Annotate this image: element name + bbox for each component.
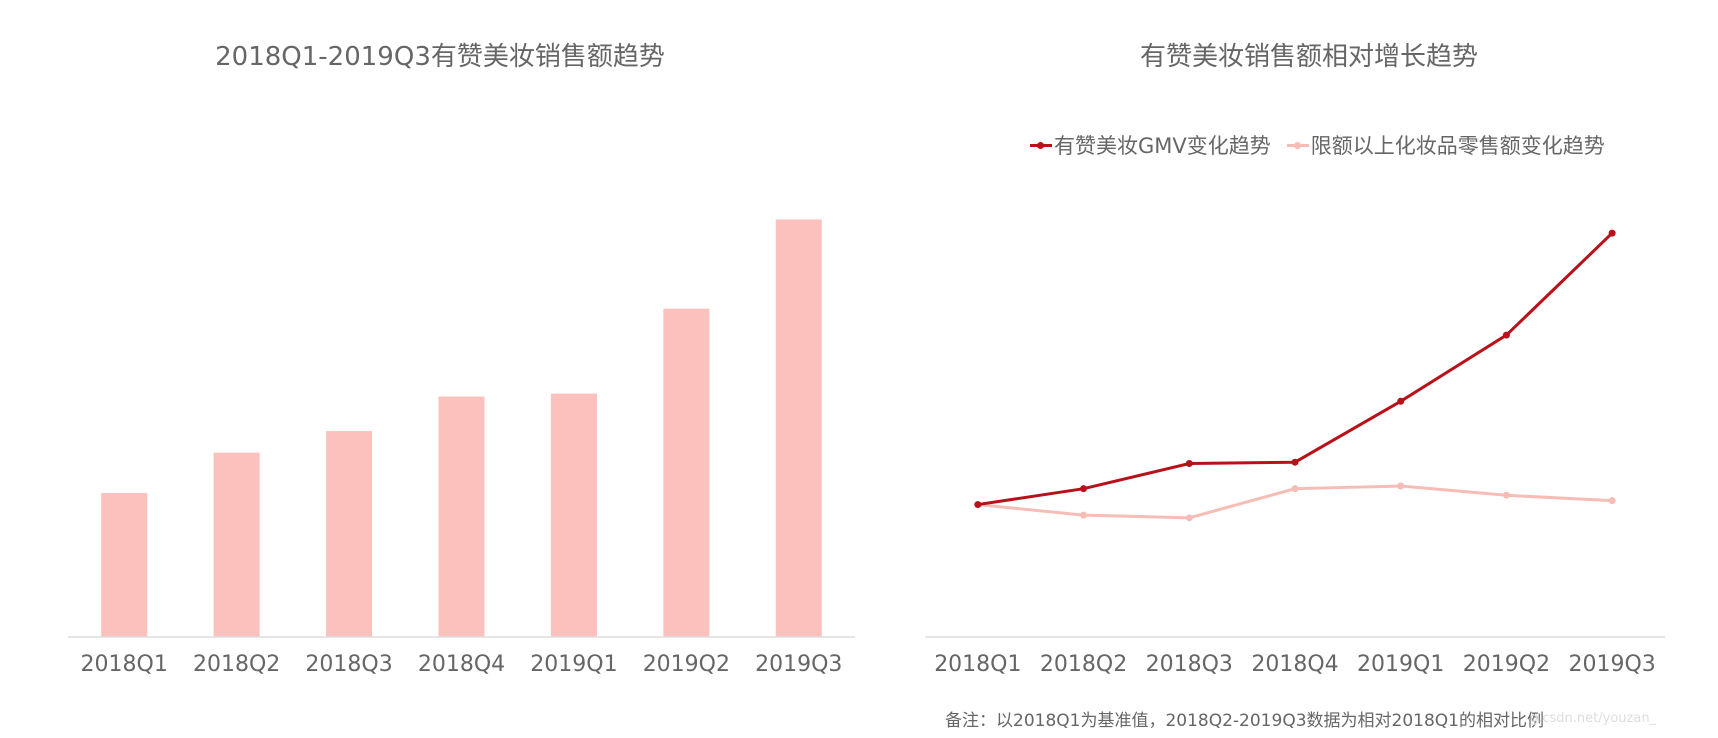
bar-x-tick-label: 2018Q3 [305,652,392,677]
legend-label-retail: 限额以上化妆品零售额变化趋势 [1310,134,1605,158]
bar-chart-title: 2018Q1-2019Q3有赞美妆销售额趋势 [215,42,665,72]
line-x-tick-label: 2019Q2 [1463,652,1550,677]
watermark: g.csdn.net/youzan_ [1530,711,1657,726]
legend-item-gmv: 有赞美妆GMV变化趋势 [1030,130,1271,160]
line-chart-panel: 有赞美妆销售额相对增长趋势 有赞美妆GMV变化趋势 限额以上化妆品零售额变化趋势… [900,0,1718,738]
series-point-gmv [1397,397,1405,405]
bar-x-tick-label: 2019Q1 [530,652,617,677]
series-point-retail [1080,511,1088,519]
chart-note: 备注：以2018Q1为基准值，2018Q2-2019Q3数据为相对2018Q1的… [945,711,1544,731]
line-chart-legend: 有赞美妆GMV变化趋势 限额以上化妆品零售额变化趋势 [1030,130,1621,160]
bar-x-tick-label: 2018Q1 [81,652,168,677]
series-point-gmv [1608,229,1616,237]
bar-2019Q3 [775,219,822,637]
bar-2018Q4 [438,396,485,637]
line-x-tick-label: 2018Q1 [934,652,1021,677]
bar-x-tick-label: 2018Q2 [193,652,280,677]
line-x-tick-label: 2018Q3 [1146,652,1233,677]
legend-swatch-gmv [1030,141,1052,149]
legend-swatch-retail [1286,141,1309,149]
line-x-tick-label: 2019Q1 [1357,652,1444,677]
bar-2019Q2 [663,308,710,637]
series-point-retail [1185,514,1193,522]
series-point-gmv [1080,485,1088,493]
bar-2018Q2 [213,452,260,637]
series-point-gmv [974,501,982,509]
series-point-retail [1397,482,1405,490]
bar-chart-panel: 2018Q1-2019Q3有赞美妆销售额趋势 2018Q1 2018Q2 2018Q… [68,42,855,677]
legend-item-retail: 限额以上化妆品零售额变化趋势 [1286,130,1605,160]
bar-2018Q1 [101,493,148,637]
bar-x-tick-label: 2019Q3 [755,652,842,677]
series-point-retail [1291,485,1299,493]
line-x-tick-label: 2018Q2 [1040,652,1127,677]
bar-x-tick-label: 2018Q4 [418,652,505,677]
line-x-tick-label: 2019Q3 [1568,652,1655,677]
series-point-gmv [1185,460,1193,468]
series-point-retail [1608,497,1616,505]
bar-chart-svg: 2018Q1 2018Q2 2018Q3 2018Q4 2019Q1 2019Q2 2019… [68,219,855,677]
series-point-gmv [1291,458,1299,466]
legend-label-gmv: 有赞美妆GMV变化趋势 [1054,134,1271,158]
bar-2018Q3 [326,431,373,637]
bar-2019Q1 [550,393,597,637]
line-x-tick-label: 2018Q4 [1251,652,1338,677]
line-chart-title: 有赞美妆销售额相对增长趋势 [1139,42,1478,72]
line-chart-svg: 2018Q1 2018Q2 2018Q3 2018Q4 2019Q1 2019Q2 2019… [925,229,1665,677]
series-point-gmv [1502,331,1510,339]
bar-x-tick-label: 2019Q2 [643,652,730,677]
series-point-retail [1502,491,1510,499]
